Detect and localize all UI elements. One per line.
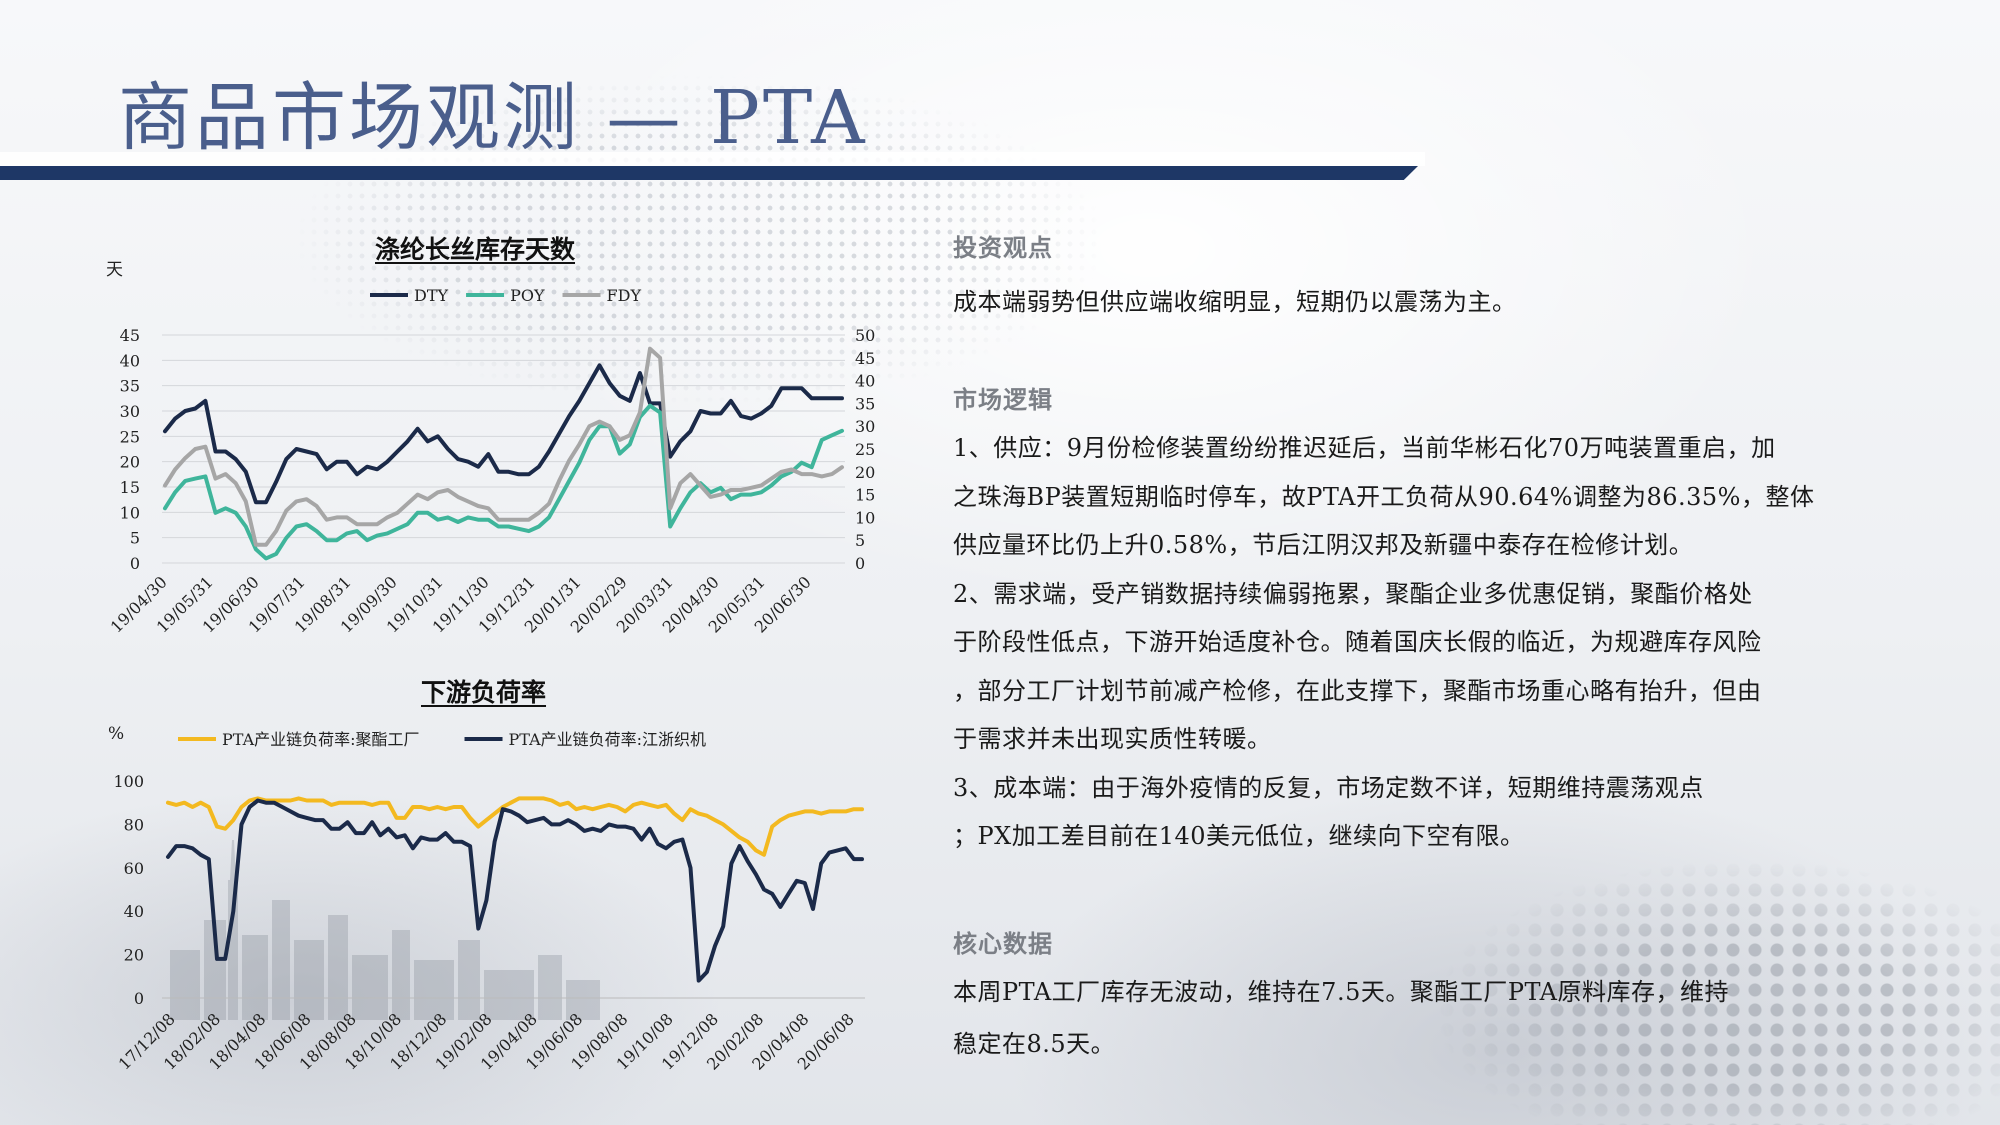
y2-tick-label: 5 bbox=[855, 531, 865, 550]
invest-text: 成本端弱势但供应端收缩明显，短期仍以震荡为主。 bbox=[953, 288, 1517, 316]
y2-tick-label: 20 bbox=[855, 463, 875, 482]
y2-tick-label: 45 bbox=[855, 349, 875, 368]
logic-line: 2、需求端，受产销数据持续偏弱拖累，聚酯企业多优惠促销，聚酯价格处 bbox=[953, 579, 1753, 608]
chart1-inventory-days: 天454035302520151050504540353025201510501… bbox=[106, 260, 875, 637]
legend-label: PTA产业链负荷率:江浙织机 bbox=[509, 730, 707, 749]
y-tick-label: 0 bbox=[134, 989, 144, 1008]
legend-label: DTY bbox=[414, 286, 449, 305]
y-axis-unit-label: 天 bbox=[106, 260, 123, 280]
legend-label: POY bbox=[510, 286, 545, 305]
core-line: 稳定在8.5天。 bbox=[953, 1030, 1116, 1058]
y-tick-label: 45 bbox=[120, 326, 140, 345]
y-tick-label: 60 bbox=[124, 859, 144, 878]
legend-label: FDY bbox=[607, 286, 642, 305]
page-title: 商品市场观测 — PTA bbox=[118, 75, 868, 161]
world-map-dots-decoration bbox=[140, 10, 1290, 480]
y-tick-label: 40 bbox=[120, 351, 140, 370]
logic-line: 于需求并未出现实质性转暖。 bbox=[953, 725, 1272, 753]
y-tick-label: 25 bbox=[120, 427, 140, 446]
y2-tick-label: 25 bbox=[855, 440, 875, 459]
y2-tick-label: 35 bbox=[855, 394, 875, 413]
chart1-title: 涤纶长丝库存天数 bbox=[375, 235, 576, 264]
y2-tick-label: 0 bbox=[855, 554, 865, 573]
y-tick-label: 30 bbox=[120, 402, 140, 421]
title-bar-highlight bbox=[0, 152, 1425, 166]
y-tick-label: 20 bbox=[124, 946, 144, 965]
chart2-title: 下游负荷率 bbox=[421, 678, 547, 707]
series-line bbox=[166, 796, 864, 857]
y-tick-label: 5 bbox=[130, 529, 140, 548]
y2-tick-label: 15 bbox=[855, 486, 875, 505]
y2-tick-label: 30 bbox=[855, 417, 875, 436]
y2-tick-label: 40 bbox=[855, 372, 875, 391]
core-line: 本周PTA工厂库存无波动，维持在7.5天。聚酯工厂PTA原料库存，维持 bbox=[953, 978, 1730, 1006]
logic-line: 1、供应：9月份检修装置纷纷推迟延后，当前华彬石化70万吨装置重启，加 bbox=[953, 434, 1776, 462]
hexagon-pattern-decoration bbox=[1150, 780, 2000, 1125]
y-tick-label: 15 bbox=[120, 478, 140, 497]
core-heading: 核心数据 bbox=[953, 929, 1053, 958]
logic-line: 供应量环比仍上升0.58%，节后江阴汉邦及新疆中泰存在检修计划。 bbox=[953, 531, 1694, 559]
y-tick-label: 10 bbox=[120, 503, 140, 522]
core-block: 本周PTA工厂库存无波动，维持在7.5天。聚酯工厂PTA原料库存，维持 稳定在8… bbox=[953, 966, 1729, 1070]
logic-line: 之珠海BP装置短期临时停车，故PTA开工负荷从90.64%调整为86.35%，整… bbox=[953, 482, 1815, 511]
y-tick-label: 35 bbox=[120, 377, 140, 396]
city-skyline-decoration bbox=[170, 840, 600, 1020]
series-line bbox=[163, 363, 844, 505]
y2-tick-label: 50 bbox=[855, 326, 875, 345]
logic-line: ；PX加工差目前在140美元低位，继续向下空有限。 bbox=[953, 822, 1525, 850]
legend-label: PTA产业链负荷率:聚酯工厂 bbox=[222, 730, 420, 749]
logic-block: 1、供应：9月份检修装置纷纷推迟延后，当前华彬石化70万吨装置重启，加 之珠海B… bbox=[953, 424, 1814, 861]
logic-line: 3、成本端：由于海外疫情的反复，市场定数不详，短期维持震荡观点 bbox=[953, 773, 1704, 802]
logic-line: ，部分工厂计划节前减产检修，在此支撑下，聚酯市场重心略有抬升，但由 bbox=[953, 676, 1762, 705]
y-tick-label: 40 bbox=[124, 902, 144, 921]
series-line bbox=[163, 403, 844, 561]
title-bar bbox=[0, 166, 1418, 180]
y-tick-label: 100 bbox=[113, 772, 144, 791]
logic-line: 于阶段性低点，下游开始适度补仓。随着国庆长假的临近，为规避库存风险 bbox=[953, 628, 1762, 656]
y-tick-label: 0 bbox=[130, 554, 140, 573]
y-tick-label: 20 bbox=[120, 453, 140, 472]
y-tick-label: 80 bbox=[124, 815, 144, 834]
invest-heading: 投资观点 bbox=[953, 233, 1053, 262]
series-line bbox=[166, 798, 864, 983]
series-line bbox=[163, 346, 844, 547]
logic-heading: 市场逻辑 bbox=[953, 385, 1053, 414]
y-axis-unit-label: % bbox=[108, 724, 124, 744]
y2-tick-label: 10 bbox=[855, 508, 875, 527]
chart2-downstream-load: %10080604020017/12/0818/02/0818/04/0818/… bbox=[108, 724, 865, 1074]
